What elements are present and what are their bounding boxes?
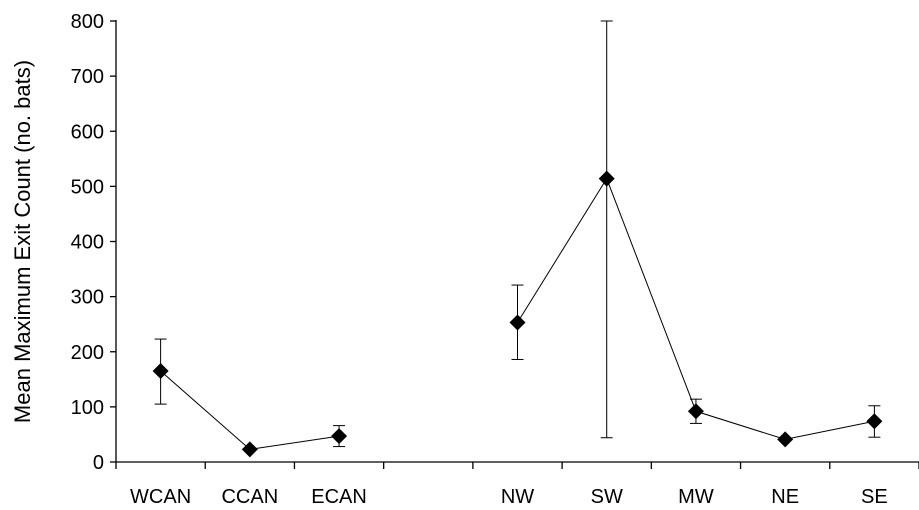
y-tick-label: 600 [71, 121, 104, 143]
x-tick-labels: WCAN CCAN ECAN NW SW MW NE SE [130, 486, 888, 508]
y-tick-label: 500 [71, 176, 104, 198]
error-bars [154, 20, 881, 448]
y-tick-label: 300 [71, 287, 104, 309]
data-point-marker [152, 363, 169, 380]
y-tick-label: 100 [71, 397, 104, 419]
x-tick-label: CCAN [221, 486, 278, 508]
x-tick-label: NE [771, 486, 799, 508]
x-tick-label: SW [591, 486, 623, 508]
x-tick-label: ECAN [311, 486, 367, 508]
y-tick-label: 0 [93, 452, 104, 474]
data-markers [152, 170, 883, 458]
x-tick-label: MW [678, 486, 714, 508]
data-point-marker [331, 428, 348, 445]
x-tick-label: WCAN [130, 486, 191, 508]
data-point-marker [241, 441, 258, 458]
data-point-marker [598, 170, 615, 187]
data-point-marker [687, 403, 704, 420]
y-tick-label: 700 [71, 66, 104, 88]
series-line [160, 370, 340, 450]
data-point-marker [509, 314, 526, 331]
y-tick-label: 200 [71, 342, 104, 364]
x-tick-label: SE [861, 486, 888, 508]
y-axis-title: Mean Maximum Exit Count (no. bats) [10, 60, 35, 423]
data-point-marker [866, 413, 883, 430]
data-point-marker [777, 431, 794, 448]
y-tick-labels: 0 100 200 300 400 500 600 700 800 [71, 11, 104, 474]
y-tick-label: 400 [71, 232, 104, 254]
y-tick-label: 800 [71, 11, 104, 33]
axes [110, 20, 919, 469]
x-tick-label: NW [501, 486, 534, 508]
